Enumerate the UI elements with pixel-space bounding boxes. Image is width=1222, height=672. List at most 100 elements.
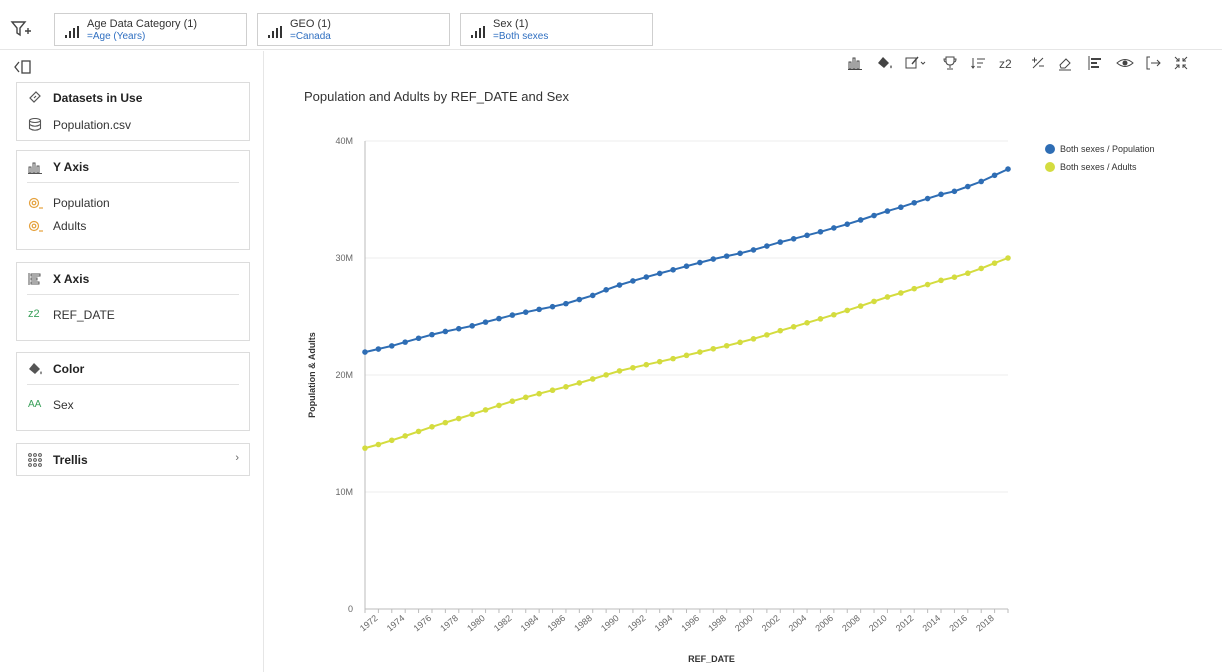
data-point <box>603 372 609 378</box>
data-point <box>884 208 891 214</box>
x-tick-label: 1980 <box>465 613 487 634</box>
number-format-icon[interactable]: z2 <box>997 53 1021 73</box>
plus-minus-icon[interactable] <box>1028 53 1048 73</box>
paint-bucket-icon[interactable] <box>875 53 895 73</box>
data-point <box>723 342 730 349</box>
legend-marker <box>1045 144 1055 154</box>
filter-chip-value: =Both sexes <box>493 31 549 42</box>
data-point <box>898 204 904 211</box>
data-point <box>710 256 717 262</box>
x-tick-label: 1990 <box>599 613 621 634</box>
data-point <box>388 437 395 444</box>
data-point <box>616 368 623 374</box>
chart-title: Population and Adults by REF_DATE and Se… <box>304 89 569 104</box>
color-item-sex[interactable]: Sex <box>53 398 74 412</box>
data-point <box>402 433 408 439</box>
data-point <box>455 325 462 332</box>
data-point <box>790 323 797 330</box>
x-tick-label: 1994 <box>653 613 675 634</box>
measure-icon <box>28 197 43 209</box>
divider <box>27 182 239 183</box>
y-axis-panel: Y Axis Population Adults <box>16 150 250 250</box>
chart-type-icon[interactable] <box>845 53 865 73</box>
data-point <box>817 316 824 322</box>
x-tick-label: 2008 <box>840 613 862 634</box>
data-point <box>911 199 918 206</box>
svg-text:z2: z2 <box>999 57 1012 71</box>
y-axis-item-population[interactable]: Population <box>53 196 110 210</box>
y-tick-label: 0 <box>348 604 353 614</box>
x-axis-item-ref-date[interactable]: REF_DATE <box>53 308 115 322</box>
filter-chip-title: GEO (1) <box>290 18 331 30</box>
data-point <box>670 267 676 273</box>
eraser-icon[interactable] <box>1055 53 1075 73</box>
data-point <box>723 253 730 259</box>
data-point <box>482 407 489 413</box>
data-point <box>938 277 944 284</box>
collapse-panel-icon[interactable] <box>13 59 35 75</box>
data-point <box>455 415 462 422</box>
data-point <box>764 243 770 249</box>
data-point <box>429 331 435 338</box>
filter-chip-geo[interactable]: GEO (1) =Canada <box>257 13 450 46</box>
x-tick-label: 2012 <box>894 613 916 634</box>
add-filter-icon[interactable] <box>10 19 34 41</box>
dataset-item[interactable]: Population.csv <box>53 118 132 132</box>
filter-chip-sex[interactable]: Sex (1) =Both sexes <box>460 13 653 46</box>
x-tick-label: 1982 <box>492 613 514 634</box>
data-point <box>375 441 382 448</box>
data-point <box>683 263 690 269</box>
x-tick-label: 2000 <box>733 613 755 634</box>
bar-horizontal-icon[interactable] <box>1085 53 1105 73</box>
divider <box>27 384 239 385</box>
data-point <box>898 290 904 296</box>
minimize-icon[interactable] <box>1171 53 1191 73</box>
sort-list-icon[interactable] <box>969 53 989 73</box>
data-point <box>871 298 877 305</box>
export-icon[interactable] <box>1143 53 1163 73</box>
x-axis-panel: X Axis z2 REF_DATE <box>16 262 250 341</box>
data-point <box>951 274 958 280</box>
data-point <box>697 349 703 355</box>
data-point <box>415 428 422 435</box>
trophy-icon[interactable] <box>940 53 960 73</box>
column-chart-icon <box>28 162 42 174</box>
data-point <box>683 352 690 359</box>
data-point <box>965 183 971 190</box>
data-point <box>924 281 931 288</box>
trellis-title: Trellis <box>53 453 88 467</box>
legend-label: Both sexes / Population <box>1060 144 1155 154</box>
x-axis-label: REF_DATE <box>688 654 735 664</box>
data-point <box>643 274 650 280</box>
y-axis-item-adults[interactable]: Adults <box>53 219 87 233</box>
eye-icon[interactable] <box>1115 53 1135 73</box>
filter-chip-age-category[interactable]: Age Data Category (1) =Age (Years) <box>54 13 247 46</box>
x-tick-label: 1984 <box>519 613 541 634</box>
chevron-right-icon: › <box>235 452 239 464</box>
bar-chart-icon <box>471 26 485 38</box>
x-tick-label: 2004 <box>787 613 809 634</box>
data-point <box>442 328 449 335</box>
data-point <box>536 390 542 397</box>
data-point <box>576 296 583 303</box>
data-point <box>951 188 958 195</box>
data-point <box>857 217 864 223</box>
data-point <box>656 358 663 365</box>
data-point <box>362 349 368 355</box>
filter-chip-title: Age Data Category (1) <box>87 18 198 30</box>
filter-chip-value: =Age (Years) <box>87 31 146 42</box>
y-tick-label: 40M <box>335 136 353 146</box>
data-point <box>857 303 864 309</box>
data-point <box>589 292 596 299</box>
filter-chip-title: Sex (1) <box>493 18 529 30</box>
data-point <box>375 346 382 352</box>
x-tick-label: 1972 <box>358 613 380 634</box>
chart-toolbar: z2 <box>845 53 1205 75</box>
data-point <box>1005 255 1011 261</box>
edit-dropdown-icon[interactable] <box>903 53 929 73</box>
data-point <box>777 239 784 245</box>
data-point <box>938 191 944 198</box>
trellis-panel[interactable]: Trellis › <box>16 443 250 476</box>
data-point <box>817 228 824 235</box>
